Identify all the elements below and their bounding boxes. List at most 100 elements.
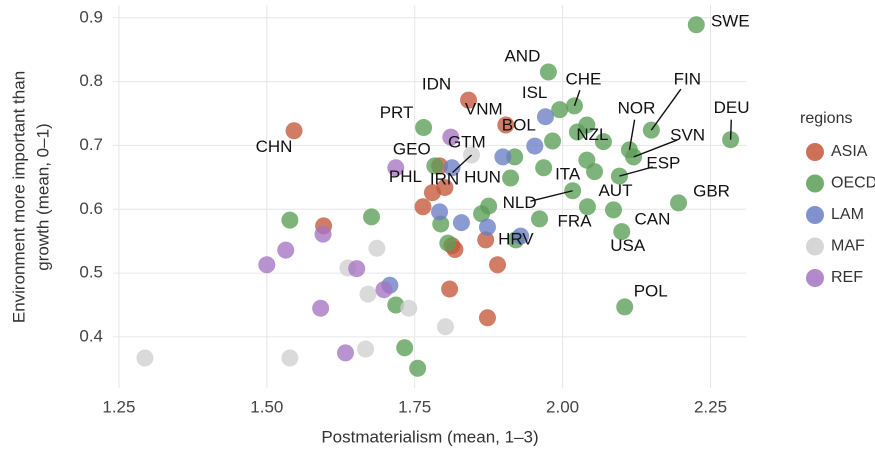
leader-line (619, 166, 653, 177)
point (281, 211, 299, 229)
leader-line (729, 119, 732, 140)
point (415, 119, 433, 137)
point (502, 169, 520, 187)
point (375, 281, 393, 299)
legend-swatch (806, 174, 824, 193)
y-axis-title: growth (mean, 0–1) (33, 123, 52, 270)
point (442, 128, 460, 146)
point-label: ISL (522, 83, 548, 102)
x-tick-label: 1.75 (398, 397, 431, 416)
x-tick-label: 1.25 (102, 397, 135, 416)
point-label: DEU (714, 98, 750, 117)
point (506, 148, 524, 166)
point-label: GEO (393, 139, 431, 158)
point (357, 340, 375, 358)
point (387, 159, 405, 177)
point (489, 256, 507, 274)
point (536, 108, 554, 126)
point-label: IDN (422, 75, 451, 94)
point-label: VNM (465, 99, 503, 118)
point (539, 63, 557, 81)
point (363, 208, 381, 226)
point-label: FRA (558, 211, 593, 230)
legend-label: ASIA (831, 143, 868, 160)
point-label: USA (610, 236, 646, 255)
y-tick-label: 0.6 (79, 199, 103, 218)
point (478, 218, 496, 236)
point-label: POL (634, 281, 668, 300)
leader-line (633, 139, 678, 158)
point (387, 296, 405, 314)
point-label: FIN (674, 70, 701, 89)
y-tick-label: 0.4 (79, 326, 103, 345)
point (531, 210, 549, 228)
point (452, 214, 470, 232)
legend-title: regions (800, 110, 852, 127)
point (396, 339, 414, 357)
point (594, 133, 612, 151)
point-label: NZL (576, 125, 608, 144)
point-label: PRT (380, 103, 414, 122)
legend-swatch (806, 237, 824, 256)
point (314, 225, 332, 243)
legend-label: LAM (831, 206, 864, 223)
point (359, 285, 377, 303)
point-label: AUT (598, 181, 632, 200)
legend-swatch (806, 143, 824, 161)
point-label: ITA (555, 164, 581, 183)
x-tick-label: 2.00 (546, 397, 579, 416)
point (258, 256, 276, 274)
point-label: BOL (502, 116, 536, 135)
point (136, 349, 154, 367)
leader-line (452, 154, 472, 174)
point (281, 349, 299, 367)
point (431, 203, 449, 221)
point-label: IRN (430, 169, 459, 188)
point-label: NLD (503, 193, 537, 212)
point (312, 299, 330, 317)
point (460, 91, 478, 109)
x-tick-label: 2.25 (694, 397, 727, 416)
point-label: HRV (498, 229, 534, 248)
point (436, 318, 454, 336)
y-tick-label: 0.7 (79, 135, 103, 154)
leader-line (573, 90, 581, 107)
point (526, 137, 544, 155)
point-label: HUN (464, 167, 501, 186)
point-label: ESP (646, 154, 680, 173)
legend-label: OECD (831, 175, 875, 192)
point-label: GTM (448, 132, 486, 151)
point (535, 159, 553, 177)
point-label: CAN (635, 209, 671, 228)
legend-label: REF (831, 269, 863, 286)
leader-line (650, 88, 682, 131)
point-label: SVN (670, 125, 705, 144)
legend-label: MAF (831, 238, 865, 255)
point-label: GBR (693, 181, 730, 200)
point (285, 122, 303, 140)
point (613, 223, 631, 241)
y-tick-label: 0.9 (79, 7, 103, 26)
point (616, 298, 634, 316)
point (336, 344, 354, 362)
point (368, 239, 386, 257)
leader-line (628, 119, 636, 151)
legend-swatch (806, 206, 824, 224)
y-tick-label: 0.5 (79, 263, 103, 282)
y-axis-title: Environment more important than (9, 71, 28, 323)
point (568, 123, 586, 141)
point (497, 116, 515, 134)
point-label: SWE (711, 11, 750, 30)
x-axis-title: Postmaterialism (mean, 1–3) (321, 427, 538, 446)
point (400, 299, 418, 317)
point (426, 157, 444, 175)
point (414, 198, 432, 216)
point-label: AND (504, 47, 540, 66)
leader-line (530, 190, 573, 202)
point-label: NOR (618, 98, 656, 117)
point (551, 101, 569, 119)
point (494, 148, 512, 166)
point (443, 159, 461, 177)
point (439, 234, 457, 252)
point (578, 198, 596, 216)
